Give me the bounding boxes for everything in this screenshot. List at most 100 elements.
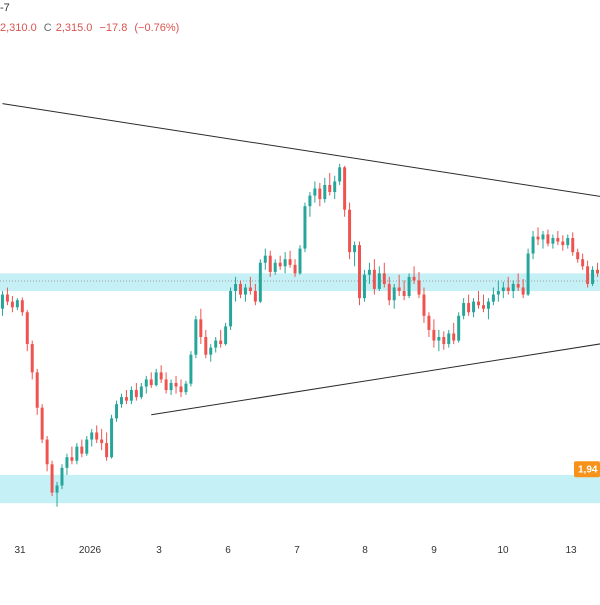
candle — [358, 241, 361, 306]
candle — [35, 368, 39, 415]
candle — [149, 372, 153, 388]
candle — [239, 280, 242, 299]
candle-body — [367, 269, 371, 275]
change-percent: (−0.76%) — [134, 22, 180, 34]
candle-body — [50, 464, 54, 493]
candle-body — [139, 386, 143, 398]
candle — [496, 280, 500, 302]
symbol-fragment[interactable]: -7 — [0, 2, 10, 14]
candle-body — [576, 252, 580, 260]
zone-0[interactable] — [0, 273, 600, 292]
candle-body — [15, 300, 19, 308]
candle — [40, 404, 44, 444]
candle-body — [75, 446, 79, 461]
candle-body — [159, 372, 163, 380]
candle-body — [164, 379, 168, 391]
candle — [224, 322, 228, 346]
candle-body — [397, 287, 401, 292]
close-label: C — [43, 22, 52, 34]
candle-body — [556, 238, 560, 242]
candle — [576, 248, 580, 263]
candle-body — [144, 379, 148, 387]
candle-body — [561, 241, 565, 246]
candle-body — [0, 294, 4, 309]
trendlines-layer[interactable] — [2, 103, 600, 416]
candle-body — [234, 283, 238, 292]
candle-body — [481, 305, 485, 309]
candle — [288, 250, 292, 268]
candle-body — [273, 262, 277, 272]
trendline-1[interactable] — [151, 305, 600, 416]
candles-layer — [0, 163, 600, 507]
candle-body — [204, 337, 208, 355]
candle-body — [25, 312, 29, 345]
candle-body — [496, 291, 500, 295]
candle — [55, 481, 59, 507]
candle-body — [358, 245, 361, 299]
candle-body — [362, 274, 366, 299]
candle-body — [338, 167, 342, 182]
x-tick-label: 31 — [14, 545, 26, 556]
candle-body — [442, 337, 446, 345]
candle — [10, 295, 14, 313]
candle-body — [452, 333, 456, 341]
candle — [268, 250, 272, 277]
x-tick-label: 13 — [565, 545, 577, 556]
candle — [377, 266, 381, 292]
candle — [506, 276, 510, 295]
candle-body — [194, 319, 198, 355]
candle — [194, 315, 198, 359]
candle — [100, 428, 104, 451]
candle-body — [377, 273, 381, 289]
candle — [422, 287, 426, 323]
candle-body — [348, 209, 352, 253]
candle-body — [511, 283, 515, 292]
candle-body — [169, 382, 173, 391]
candle — [526, 248, 530, 296]
candle-body — [586, 266, 590, 284]
candle-body — [184, 383, 188, 393]
candle — [144, 375, 148, 394]
candle-body — [596, 269, 600, 274]
candle — [5, 287, 9, 306]
candle — [343, 165, 347, 217]
candle — [328, 172, 332, 196]
candle — [427, 312, 431, 337]
candle — [348, 202, 352, 260]
candle — [234, 276, 238, 302]
candle — [511, 280, 515, 299]
time-axis[interactable]: 31 2026 3 6 7 8 9 10 13 — [14, 545, 577, 556]
candle — [85, 436, 89, 456]
measure-tool[interactable]: 1,94 — [574, 461, 600, 501]
candle-body — [288, 259, 292, 265]
candle-body — [353, 245, 357, 253]
support-resistance-zones — [0, 273, 600, 504]
candle-body — [278, 262, 282, 267]
candle — [209, 344, 213, 362]
candle — [174, 375, 178, 394]
candle — [536, 227, 540, 246]
candle — [521, 279, 525, 299]
candle — [447, 329, 451, 348]
candle-body — [318, 188, 322, 200]
candle-body — [239, 283, 242, 295]
candle-body — [105, 443, 109, 458]
candle — [159, 365, 163, 383]
candle — [283, 252, 287, 274]
candle — [541, 230, 545, 249]
price-tag[interactable] — [574, 461, 600, 478]
candle-body — [536, 236, 540, 240]
candle-body — [591, 269, 595, 284]
candle — [551, 234, 555, 249]
candle-body — [526, 253, 530, 295]
candle — [248, 276, 252, 295]
candle — [298, 245, 302, 275]
candle — [501, 281, 505, 299]
zone-1[interactable] — [0, 474, 600, 504]
candle — [338, 163, 342, 185]
candle — [417, 271, 421, 299]
trendline-0[interactable] — [2, 103, 600, 235]
candle — [303, 202, 307, 253]
